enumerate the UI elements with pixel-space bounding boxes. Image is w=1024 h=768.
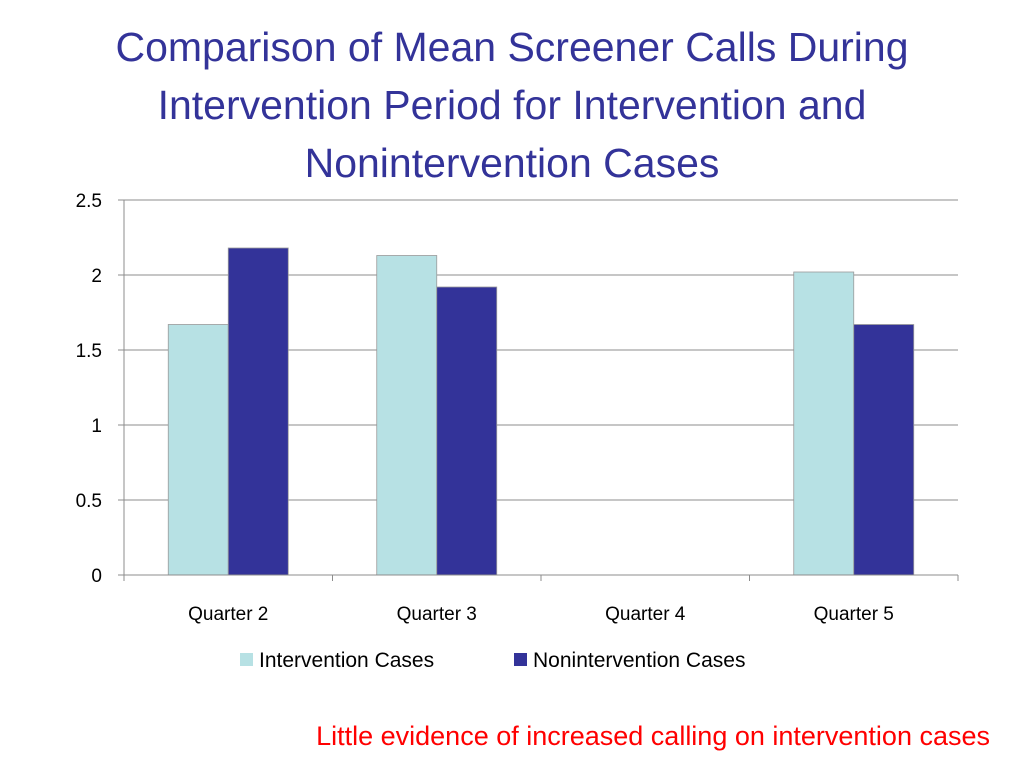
slide-title: Comparison of Mean Screener Calls During… — [115, 24, 909, 186]
legend: Intervention Cases Nonintervention Cases — [240, 649, 745, 672]
x-tick-labels: Quarter 2 Quarter 3 Quarter 4 Quarter 5 — [188, 604, 894, 625]
bar-nonintervention-cases-quarter-3 — [436, 286, 498, 576]
bars — [167, 247, 915, 576]
x-tick-label: Quarter 3 — [397, 604, 477, 625]
x-tick-label: Quarter 4 — [605, 604, 686, 625]
bar-intervention-cases-quarter-3 — [376, 255, 438, 576]
bar-intervention-cases-quarter-5 — [793, 271, 855, 576]
y-tick-label: 2 — [91, 266, 102, 287]
y-tick-labels: 0 0.5 1 1.5 2 2.5 — [76, 191, 102, 587]
bar-nonintervention-cases-quarter-2 — [227, 247, 289, 576]
x-tick-label: Quarter 5 — [814, 604, 894, 625]
caption-text: Little evidence of increased calling on … — [316, 721, 990, 751]
y-tick-label: 0.5 — [76, 491, 102, 512]
axes — [118, 199, 959, 581]
y-tick-label: 0 — [91, 566, 102, 587]
legend-label: Intervention Cases — [259, 649, 434, 672]
bar-nonintervention-cases-quarter-5 — [853, 324, 915, 576]
x-tick-label: Quarter 2 — [188, 604, 268, 625]
legend-swatch — [240, 653, 253, 666]
y-tick-label: 2.5 — [76, 191, 102, 212]
bar-intervention-cases-quarter-2 — [167, 324, 229, 576]
y-tick-label: 1.5 — [76, 341, 102, 362]
legend-swatch — [514, 653, 527, 666]
legend-label: Nonintervention Cases — [533, 649, 745, 672]
y-tick-label: 1 — [91, 416, 102, 437]
